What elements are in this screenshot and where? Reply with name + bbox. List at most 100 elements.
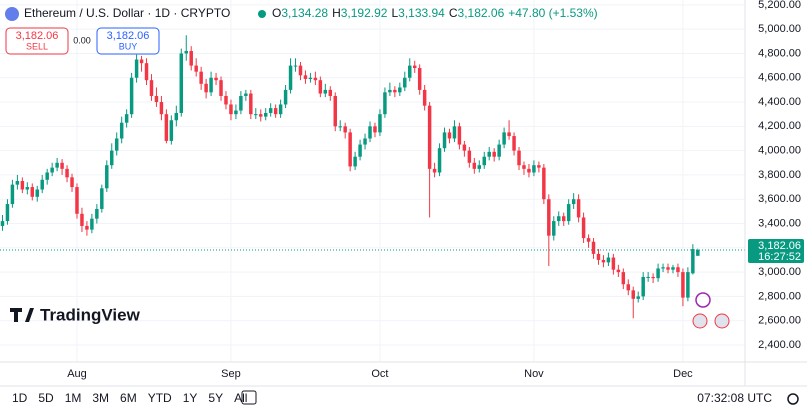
- candle-body: [611, 257, 616, 270]
- candle-body: [547, 199, 551, 236]
- candle-body: [318, 80, 323, 94]
- candle-body: [348, 132, 352, 167]
- candle-body: [522, 165, 526, 169]
- symbol-icon: [5, 7, 19, 21]
- candle-body: [249, 93, 253, 115]
- candle-body: [388, 89, 392, 93]
- event-icon[interactable]: [695, 292, 711, 308]
- candle-body: [164, 114, 169, 141]
- candle-body: [676, 267, 680, 273]
- candle-body: [259, 114, 263, 117]
- c-value: 3,182.06: [458, 6, 505, 20]
- candle-body: [254, 114, 258, 116]
- candle-body: [566, 204, 571, 222]
- settings-icon[interactable]: [787, 393, 799, 405]
- candle-body: [20, 181, 25, 190]
- y-tick-label: 4,200.00: [758, 120, 801, 132]
- candle-body: [114, 138, 119, 151]
- candle-body: [681, 272, 685, 298]
- candle-body: [224, 95, 228, 105]
- sell-button[interactable]: [5, 27, 69, 55]
- range-button[interactable]: 1M: [65, 391, 82, 405]
- candle-body: [606, 257, 611, 263]
- candle-body: [403, 77, 407, 88]
- candle-body: [10, 184, 15, 205]
- candle-body: [303, 75, 308, 79]
- candle-body: [417, 68, 422, 90]
- candle-body: [229, 104, 233, 115]
- candle-body: [398, 87, 402, 93]
- l-label: L: [391, 6, 398, 20]
- candle-body: [671, 267, 675, 270]
- ohlc-legend: O3,134.28 H3,192.92 L3,133.94 C3,182.06 +47.…: [272, 6, 598, 20]
- header: Ethereum / U.S. Dollar · 1D · CRYPTO: [24, 6, 230, 20]
- candle-body: [338, 126, 342, 128]
- candle-body: [457, 126, 462, 145]
- buy-label: BUY: [119, 41, 138, 51]
- x-tick-label: Oct: [371, 368, 388, 380]
- candle-body: [15, 181, 20, 185]
- candle-body: [512, 136, 516, 151]
- candle-body: [119, 122, 124, 139]
- range-button[interactable]: 5D: [38, 391, 54, 405]
- candle-body: [124, 114, 129, 123]
- range-button[interactable]: 1D: [12, 391, 28, 405]
- candle-body: [591, 241, 596, 254]
- candle-body: [581, 217, 586, 239]
- candle-body: [557, 216, 561, 222]
- candle-body: [467, 150, 472, 163]
- candle-body: [432, 168, 437, 173]
- candle-body: [139, 59, 144, 64]
- candle-body: [576, 199, 581, 218]
- candle-body: [194, 65, 198, 72]
- range-button[interactable]: YTD: [148, 391, 172, 405]
- candle-body: [477, 165, 482, 169]
- candle-body: [159, 102, 164, 115]
- candle-body: [149, 80, 154, 96]
- last-price-label: 3,182.06: [758, 240, 801, 252]
- candle-body: [293, 65, 298, 67]
- candle-body: [596, 253, 601, 260]
- change: +47.80 (+1.53%): [508, 6, 597, 20]
- calendar-icon[interactable]: [241, 390, 257, 405]
- candle-body: [497, 144, 501, 157]
- candle-body: [90, 218, 94, 230]
- candle-body: [452, 126, 457, 139]
- candle-body: [80, 213, 84, 226]
- candle-body: [527, 168, 531, 173]
- candle-body: [263, 112, 268, 117]
- y-tick-label: 5,000.00: [758, 23, 801, 35]
- flag-icon[interactable]: [714, 313, 730, 329]
- buy-button[interactable]: [96, 27, 160, 55]
- candle-body: [45, 172, 49, 180]
- candle-body: [368, 126, 372, 139]
- candle-body: [144, 63, 149, 81]
- candle-body: [383, 92, 387, 115]
- candle-body: [333, 95, 337, 127]
- clock: 07:32:08 UTC: [697, 391, 772, 405]
- flag-icon[interactable]: [692, 313, 708, 329]
- range-button[interactable]: All: [234, 391, 247, 405]
- range-button[interactable]: 3M: [92, 391, 109, 405]
- candle-body: [204, 83, 208, 93]
- candle-body: [55, 162, 59, 168]
- candle-body: [75, 187, 79, 214]
- y-tick-label: 3,400.00: [758, 217, 801, 229]
- y-tick-label: 3,000.00: [758, 266, 801, 278]
- candle-body: [487, 151, 491, 157]
- candle-body: [129, 77, 134, 115]
- range-button[interactable]: 5Y: [208, 391, 223, 405]
- candle-body: [100, 188, 104, 209]
- range-button[interactable]: 1Y: [183, 391, 198, 405]
- candle-body: [472, 162, 477, 169]
- candle-body: [447, 132, 452, 139]
- market-status: [258, 10, 266, 18]
- candle-body: [298, 65, 303, 76]
- candle-body: [492, 151, 496, 157]
- y-tick-label: 2,400.00: [758, 339, 801, 351]
- range-button[interactable]: 6M: [120, 391, 137, 405]
- y-tick-label: 5,200.00: [758, 0, 801, 11]
- candle-body: [85, 225, 89, 230]
- candle-body: [209, 77, 213, 93]
